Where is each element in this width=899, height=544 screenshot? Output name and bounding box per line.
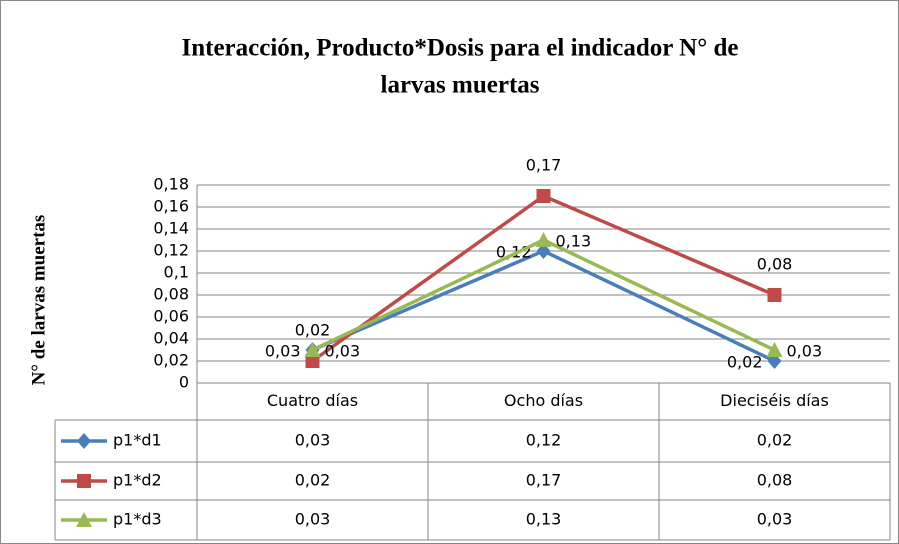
data-label: 0,03 xyxy=(265,342,301,361)
marker xyxy=(535,232,552,247)
legend-label: p1*d2 xyxy=(113,471,162,490)
x-tick-label: Ocho días xyxy=(504,391,583,410)
y-tick-label: 0,08 xyxy=(153,285,189,304)
x-tick-label: Cuatro días xyxy=(267,391,358,410)
data-label: 0,08 xyxy=(757,255,793,274)
y-tick-label: 0,12 xyxy=(153,241,189,260)
y-tick-label: 0,1 xyxy=(164,263,189,282)
y-tick-label: 0,14 xyxy=(153,219,189,238)
marker xyxy=(304,342,321,357)
table-cell: 0,03 xyxy=(757,510,793,529)
table-cell: 0,02 xyxy=(295,471,331,490)
data-label: 0,13 xyxy=(556,232,592,251)
marker xyxy=(305,354,320,368)
y-axis-label: N° de larvas muertas xyxy=(28,215,49,386)
y-tick-label: 0,18 xyxy=(153,175,189,194)
marker xyxy=(76,512,92,527)
table-cell: 0,17 xyxy=(526,471,562,490)
x-tick-label: Dieciséis días xyxy=(720,391,829,410)
marker xyxy=(536,189,551,203)
marker xyxy=(77,433,91,449)
table-cell: 0,12 xyxy=(526,431,562,450)
table-cell: 0,03 xyxy=(295,510,331,529)
data-label: 0,02 xyxy=(295,321,331,340)
data-label: 0,03 xyxy=(325,342,361,361)
y-tick-label: 0,06 xyxy=(153,307,189,326)
data-label: 0,02 xyxy=(727,353,763,372)
table-cell: 0,08 xyxy=(757,471,793,490)
marker xyxy=(766,342,783,357)
table-cell: 0,13 xyxy=(526,510,562,529)
chart-title: Interacción, Producto*Dosis para el indi… xyxy=(182,35,739,62)
legend-label: p1*d3 xyxy=(113,510,162,529)
data-label: 0,03 xyxy=(787,342,823,361)
table-cell: 0,02 xyxy=(757,431,793,450)
table-cell: 0,03 xyxy=(295,431,331,450)
y-tick-label: 0 xyxy=(179,373,189,392)
legend-label: p1*d1 xyxy=(113,431,162,450)
y-tick-label: 0,16 xyxy=(153,197,189,216)
y-tick-label: 0,04 xyxy=(153,329,189,348)
y-tick-label: 0,02 xyxy=(153,351,189,370)
marker xyxy=(767,288,782,302)
chart-title: larvas muertas xyxy=(381,72,540,99)
data-label: 0,17 xyxy=(526,156,562,175)
marker xyxy=(77,474,91,488)
